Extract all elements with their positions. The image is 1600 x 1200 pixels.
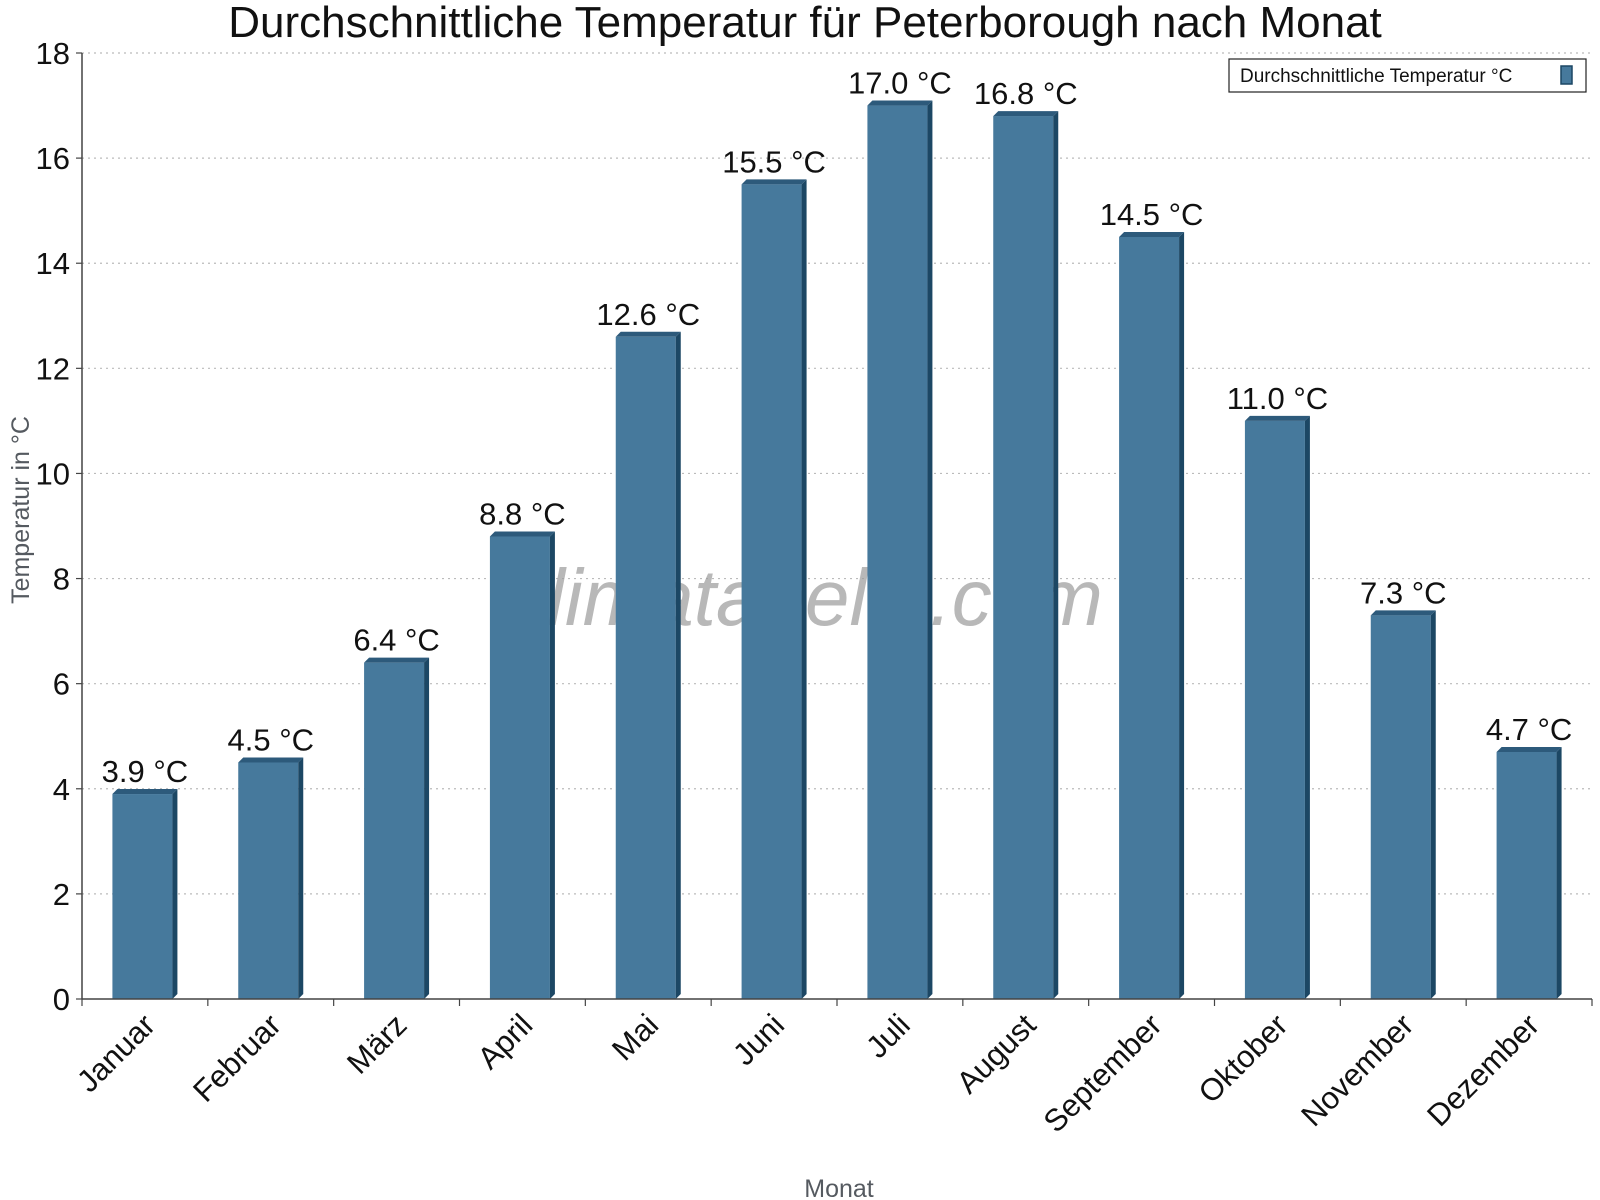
- bar: [112, 789, 178, 999]
- bar-top: [1496, 746, 1562, 752]
- y-tick-label: 10: [36, 456, 70, 491]
- bar-value-label: 6.4 °C: [353, 623, 440, 658]
- bar: [741, 179, 807, 999]
- x-tick-label: Juli: [859, 1007, 917, 1065]
- y-tick-label: 18: [36, 36, 70, 71]
- bar-front: [1244, 420, 1305, 999]
- y-tick-label: 16: [36, 141, 70, 176]
- y-tick-label: 8: [53, 562, 70, 597]
- bar-front: [364, 662, 425, 999]
- legend-label: Durchschnittliche Temperatur °C: [1240, 66, 1512, 87]
- bar: [1496, 746, 1562, 999]
- y-tick-label: 0: [53, 982, 70, 1017]
- legend-swatch: [1560, 65, 1573, 85]
- bar-side: [172, 789, 178, 999]
- bar-value-label: 7.3 °C: [1360, 575, 1447, 610]
- x-tick-label: Februar: [186, 1007, 288, 1109]
- bar: [615, 331, 681, 999]
- bar-value-label: 12.6 °C: [596, 297, 700, 332]
- x-tick-label: Mai: [605, 1007, 665, 1067]
- y-tick-label: 14: [36, 246, 70, 281]
- bar: [1244, 415, 1310, 999]
- y-axis-title: Temperatur in °C: [7, 416, 35, 604]
- bar: [867, 100, 933, 1000]
- bar-side: [927, 100, 933, 1000]
- bar-value-label: 16.8 °C: [974, 76, 1078, 111]
- bar-front: [489, 536, 550, 999]
- y-tick-label: 2: [53, 877, 70, 912]
- bar-top: [364, 657, 430, 663]
- bar: [489, 531, 555, 999]
- bar-side: [675, 331, 681, 999]
- bar-front: [1370, 615, 1431, 999]
- bar-top: [993, 111, 1059, 117]
- bar-top: [741, 179, 807, 185]
- bar-front: [238, 762, 299, 999]
- bar-value-label: 17.0 °C: [848, 66, 952, 101]
- y-tick-label: 6: [53, 667, 70, 702]
- legend-box: [1228, 58, 1587, 93]
- bar-side: [1053, 111, 1059, 1000]
- bar-front: [615, 336, 676, 999]
- x-tick-label: Juni: [726, 1007, 791, 1072]
- bar-front: [741, 184, 802, 999]
- x-tick-label: Oktober: [1192, 1007, 1295, 1110]
- bar-value-label: 11.0 °C: [1227, 381, 1328, 416]
- bar-top: [1370, 610, 1436, 616]
- bar-value-label: 14.5 °C: [1100, 197, 1204, 232]
- x-tick-label: November: [1294, 1007, 1420, 1133]
- x-axis-title: Monat: [804, 1175, 874, 1200]
- bar-top: [238, 757, 304, 763]
- bar-side: [1304, 415, 1310, 999]
- x-tick-label: Januar: [70, 1007, 162, 1099]
- x-tick-label: September: [1037, 1007, 1169, 1139]
- bar-front: [1119, 236, 1180, 999]
- bar: [1119, 231, 1185, 999]
- bar-side: [424, 657, 430, 999]
- bar-value-label: 15.5 °C: [722, 144, 826, 179]
- bar-top: [489, 531, 555, 537]
- bar-value-label: 3.9 °C: [102, 754, 189, 789]
- bar-value-label: 4.7 °C: [1486, 712, 1573, 747]
- bar-top: [615, 331, 681, 337]
- bar-front: [112, 794, 173, 999]
- bar-side: [1430, 610, 1436, 999]
- y-tick-label: 12: [36, 351, 70, 386]
- bar-front: [1496, 751, 1557, 999]
- y-tick-label: 4: [53, 772, 70, 807]
- bar-value-label: 4.5 °C: [228, 723, 315, 758]
- bar-side: [1179, 231, 1185, 999]
- bar-front: [993, 116, 1054, 1000]
- bar-side: [1556, 746, 1562, 999]
- bar: [364, 657, 430, 999]
- x-tick-label: August: [950, 1007, 1043, 1100]
- gridlines: [82, 52, 1592, 895]
- legend: Durchschnittliche Temperatur °C: [1228, 58, 1587, 93]
- bar-side: [298, 757, 304, 999]
- x-tick-label: Dezember: [1420, 1007, 1546, 1133]
- bar: [1370, 610, 1436, 999]
- bar-side: [549, 531, 555, 999]
- bar-top: [112, 789, 178, 795]
- bar: [993, 111, 1059, 1000]
- x-tick-label: März: [340, 1007, 413, 1080]
- bar-top: [1244, 415, 1310, 421]
- bar-top: [867, 100, 933, 106]
- x-tick-label: April: [471, 1007, 540, 1076]
- chart-title: Durchschnittliche Temperatur für Peterbo…: [228, 0, 1382, 47]
- bar-side: [801, 179, 807, 999]
- bars: 3.9 °C 4.5 °C 6.4 °C 8.8 °C 12.6 °C 15.5 °C 17…: [102, 66, 1573, 1000]
- bar-top: [1119, 231, 1185, 237]
- bar-value-label: 8.8 °C: [479, 497, 566, 532]
- bar-front: [867, 105, 928, 1000]
- bar: [238, 757, 304, 999]
